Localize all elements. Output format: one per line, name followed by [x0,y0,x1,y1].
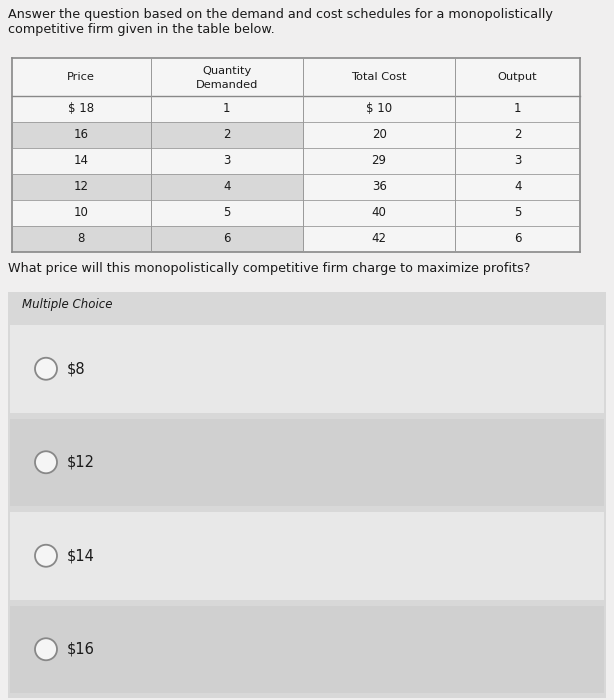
Circle shape [35,358,57,379]
Bar [150,226,303,252]
Bar [10,512,604,599]
Text: 3: 3 [223,155,230,167]
Text: 4: 4 [514,181,521,193]
Bar [303,96,456,122]
Text: Price: Price [68,72,95,82]
Bar [150,200,303,226]
Text: 14: 14 [74,155,89,167]
Text: 5: 5 [223,206,230,220]
Text: 2: 2 [223,129,230,141]
Text: Multiple Choice: Multiple Choice [22,298,112,311]
Bar [456,148,580,174]
Text: 8: 8 [77,232,85,246]
Bar [456,122,580,148]
Text: 6: 6 [223,232,230,246]
Text: 3: 3 [514,155,521,167]
Bar [10,325,604,412]
Text: Output: Output [498,72,537,82]
Bar [12,148,150,174]
Bar [456,226,580,252]
Bar [0,0,614,450]
Bar [303,200,456,226]
Circle shape [35,638,57,660]
Bar [12,226,150,252]
Text: 12: 12 [74,181,89,193]
Bar [456,96,580,122]
Text: $ 10: $ 10 [366,102,392,116]
Bar [8,292,606,698]
Text: $14: $14 [67,548,95,564]
Circle shape [35,452,57,473]
Text: 40: 40 [371,206,387,220]
Text: 29: 29 [371,155,387,167]
Text: competitive firm given in the table below.: competitive firm given in the table belo… [8,23,274,36]
Text: 20: 20 [371,129,387,141]
Bar [12,96,150,122]
Text: 1: 1 [223,102,230,116]
Text: Quantity: Quantity [202,66,251,76]
Text: Demanded: Demanded [195,80,258,90]
Bar [150,174,303,200]
Text: 4: 4 [223,181,230,193]
Text: 2: 2 [514,129,521,141]
Text: 42: 42 [371,232,387,246]
Text: $16: $16 [67,642,95,657]
Text: $12: $12 [67,455,95,470]
Bar [303,148,456,174]
Bar [10,606,604,693]
Text: Total Cost: Total Cost [351,72,407,82]
Bar [10,419,604,506]
Bar [150,122,303,148]
Bar [303,122,456,148]
Bar [12,122,150,148]
Text: 1: 1 [514,102,521,116]
Text: 6: 6 [514,232,521,246]
Circle shape [35,545,57,567]
Text: 36: 36 [371,181,387,193]
Bar [150,96,303,122]
Bar [12,200,150,226]
Bar [303,226,456,252]
Text: 5: 5 [514,206,521,220]
Bar [12,174,150,200]
Bar [456,174,580,200]
Bar [303,174,456,200]
Text: 10: 10 [74,206,88,220]
Bar [150,148,303,174]
Text: $ 18: $ 18 [68,102,95,116]
Text: What price will this monopolistically competitive firm charge to maximize profit: What price will this monopolistically co… [8,262,530,275]
Bar [456,200,580,226]
Text: Answer the question based on the demand and cost schedules for a monopolisticall: Answer the question based on the demand … [8,8,553,21]
Text: $8: $8 [67,361,85,377]
Bar [12,58,580,252]
Text: 16: 16 [74,129,89,141]
